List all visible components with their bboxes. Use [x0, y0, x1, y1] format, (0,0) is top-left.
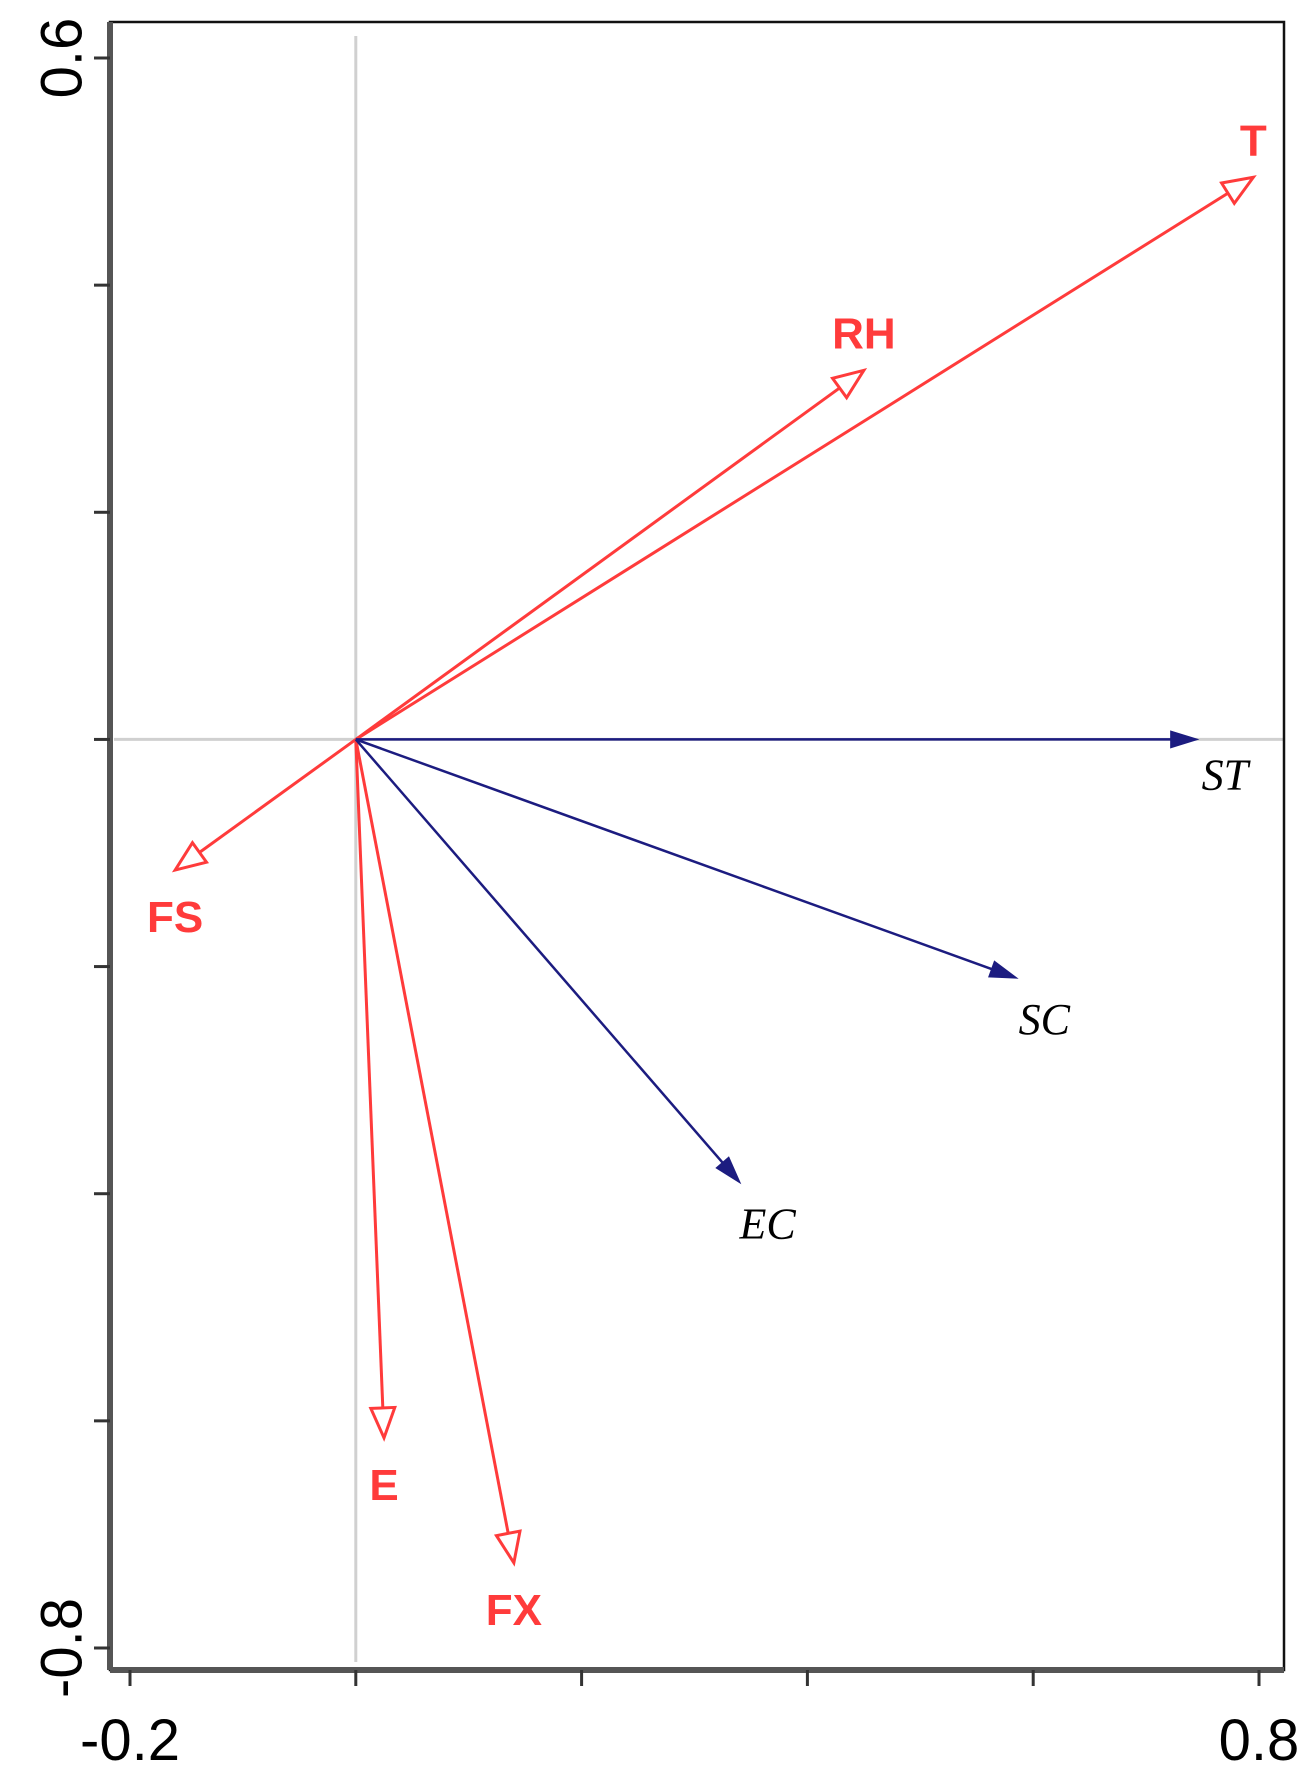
- arrow-label-e: E: [369, 1461, 398, 1510]
- arrow-shaft-rh: [354, 385, 843, 741]
- arrow-label-t: T: [1240, 116, 1267, 165]
- arrow-label-rh: RH: [832, 309, 896, 358]
- y-tick-label: -0.8: [30, 1598, 95, 1698]
- arrowhead-rh: [830, 367, 868, 401]
- arrow-e: [354, 739, 397, 1442]
- axes: -0.2 0.8 0.6 -0.8: [30, 18, 1300, 1773]
- arrow-labels: T RH FS E FX ST SC EC: [147, 116, 1267, 1635]
- arrowhead-ec: [715, 1156, 742, 1185]
- arrow-shaft-t: [355, 190, 1231, 741]
- arrow-rh: [354, 367, 868, 741]
- arrow-t: [355, 175, 1257, 741]
- arrow-fx: [354, 739, 522, 1567]
- arrow-shaft-sc: [355, 738, 995, 971]
- arrowhead-st: [1170, 730, 1200, 749]
- arrowhead-sc: [988, 960, 1019, 979]
- y-tick-label: 0.6: [30, 18, 95, 99]
- arrowhead-fs: [171, 840, 210, 873]
- arrow-ec: [354, 738, 742, 1185]
- arrow-sc: [355, 738, 1019, 979]
- arrowhead-e: [368, 1405, 397, 1442]
- arrow-label-fx: FX: [486, 1586, 542, 1635]
- arrow-label-ec: EC: [739, 1199, 797, 1248]
- arrow-shaft-e: [354, 739, 385, 1410]
- arrowhead-fx: [493, 1529, 522, 1567]
- arrow-shaft-fx: [354, 739, 511, 1536]
- arrows: [171, 175, 1257, 1567]
- arrow-label-st: ST: [1202, 750, 1252, 799]
- x-tick-label: 0.8: [1219, 1708, 1300, 1773]
- arrow-st: [355, 730, 1200, 749]
- arrowhead-t: [1219, 175, 1257, 207]
- arrow-shaft-fs: [196, 738, 357, 855]
- x-tick-label: -0.2: [80, 1708, 180, 1773]
- arrow-shaft-ec: [354, 738, 725, 1166]
- arrow-label-fs: FS: [147, 893, 203, 942]
- arrow-fs: [171, 738, 357, 873]
- zero-lines: [114, 36, 1284, 1662]
- arrow-label-sc: SC: [1019, 995, 1071, 1044]
